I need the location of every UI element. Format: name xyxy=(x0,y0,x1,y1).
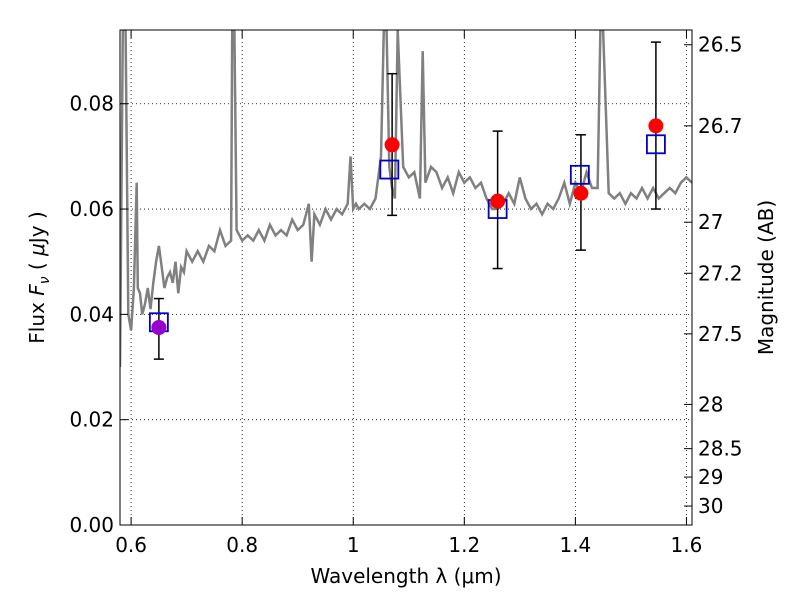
y-axis-title-subscript: ν xyxy=(37,276,53,284)
measured-points xyxy=(151,118,664,336)
y-tick-label: 0.00 xyxy=(69,513,114,537)
right-tick-label: 28.5 xyxy=(698,437,743,461)
measured-point xyxy=(384,137,400,153)
x-tick-label: 1.6 xyxy=(671,533,703,557)
y-tick-label: 0.04 xyxy=(69,302,114,326)
right-tick-label: 27.5 xyxy=(698,322,743,346)
y-tick-label: 0.06 xyxy=(69,197,114,221)
x-tick-label: 0.8 xyxy=(226,533,258,557)
y-axis-title-open: ( xyxy=(25,256,49,277)
y-axis-title-mu: μ xyxy=(25,243,49,257)
right-tick-label: 26.5 xyxy=(698,33,743,57)
error-bars xyxy=(153,41,661,360)
y-tick-label: 0.02 xyxy=(69,408,114,432)
model-point xyxy=(569,164,590,185)
right-axis-title: Magnitude (AB) xyxy=(754,200,778,355)
spectrum-series xyxy=(120,30,692,368)
x-tick-label: 1.4 xyxy=(559,533,591,557)
y-axis-title-symbol: F xyxy=(25,284,49,296)
grid xyxy=(120,30,692,525)
right-tick-label: 26.7 xyxy=(698,114,743,138)
plot-frame xyxy=(119,29,693,526)
y-axis-title-unit: Jy ) xyxy=(25,211,49,245)
model-point xyxy=(646,134,666,155)
measured-point xyxy=(490,193,506,209)
right-tick-label: 28 xyxy=(698,392,723,416)
model-points xyxy=(148,134,666,333)
y-axis-title: Flux Fν ( μJy ) xyxy=(25,211,53,343)
ticks: 0.6 0.8 1 1.2 1.4 1.6 0.00 0.02 0.04 0.06 0.08 26.5… xyxy=(69,30,743,557)
spectrum-line xyxy=(120,30,692,368)
right-tick-label: 30 xyxy=(698,494,723,518)
measured-point xyxy=(648,118,664,134)
x-tick-label: 1 xyxy=(347,533,360,557)
x-axis-title: Wavelength λ (μm) xyxy=(310,564,501,588)
right-tick-label: 27 xyxy=(698,210,723,234)
measured-point xyxy=(151,320,167,336)
y-axis-title-prefix: Flux xyxy=(25,296,49,344)
y-tick-label: 0.08 xyxy=(69,92,114,116)
model-point xyxy=(379,159,400,180)
right-tick-label: 27.2 xyxy=(698,261,743,285)
measured-point xyxy=(573,185,589,201)
x-tick-label: 1.2 xyxy=(448,533,480,557)
right-tick-label: 29 xyxy=(698,465,723,489)
x-tick-label: 0.6 xyxy=(115,533,147,557)
